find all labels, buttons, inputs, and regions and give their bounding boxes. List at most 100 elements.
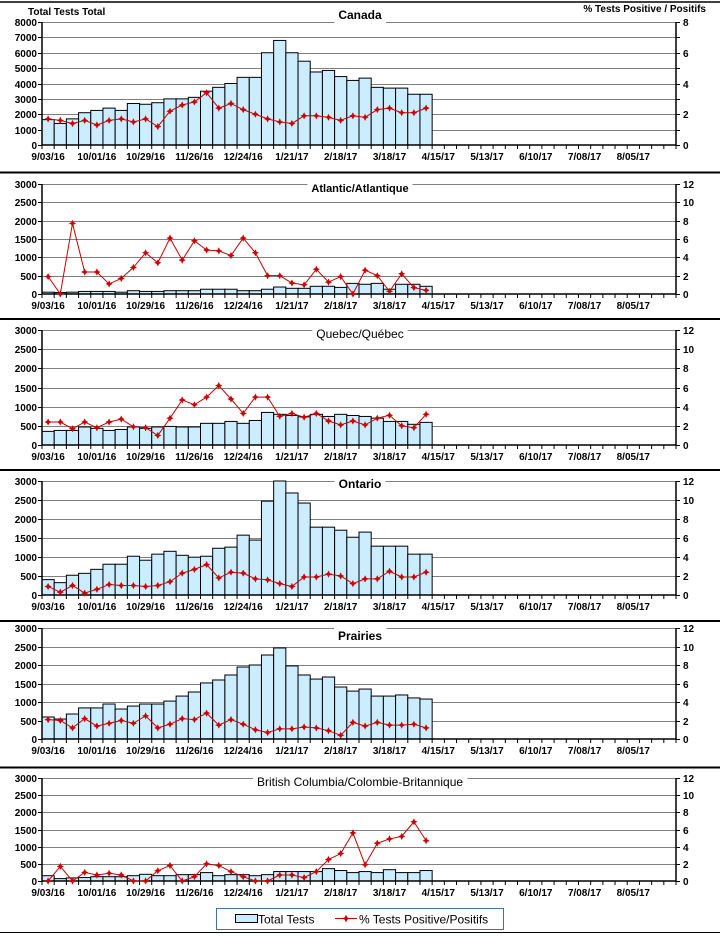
bar	[187, 691, 201, 740]
data-point	[44, 273, 52, 281]
legend-item-total-tests: Total Tests	[235, 913, 314, 927]
data-point	[44, 877, 52, 885]
bar	[139, 703, 153, 740]
bar	[334, 870, 348, 882]
y2-tick-label: 10	[683, 643, 695, 654]
title-background	[334, 7, 386, 23]
line-series-percent-positive	[44, 219, 430, 298]
bar	[212, 86, 226, 146]
gridlines	[42, 184, 676, 277]
x-tick-label: 7/08/17	[568, 602, 602, 613]
bar	[285, 52, 299, 146]
y2-tick-label: 6	[683, 49, 689, 60]
bar	[114, 563, 128, 596]
bar	[175, 426, 189, 446]
data-point	[190, 716, 198, 724]
data-point	[349, 718, 357, 726]
bar	[370, 545, 384, 596]
x-tick-label: 10/29/16	[126, 602, 165, 613]
y-tick-label: 1000	[15, 553, 38, 564]
y-tick-label: 500	[20, 422, 37, 433]
y2-tick-label: 0	[683, 290, 689, 301]
data-point	[276, 412, 284, 420]
data-point	[361, 722, 369, 730]
data-point	[410, 720, 418, 728]
bar	[126, 555, 141, 596]
y2-tick-label: 10	[683, 198, 695, 209]
y-tick-label: 1000	[15, 403, 38, 414]
y2-tick-label: 12	[683, 477, 695, 488]
data-point	[264, 576, 272, 584]
bar	[309, 526, 323, 596]
bar	[334, 286, 348, 295]
data-point	[312, 724, 320, 732]
data-point	[276, 118, 284, 126]
chart-panel-canada: 0 1000 2000 3000 4000 5000 6000 7000 8000 0 2 4 6 8 9/…	[15, 7, 689, 163]
series-line	[47, 223, 427, 296]
data-point	[324, 417, 333, 425]
bar	[358, 531, 372, 596]
y2-tick-label: 0	[683, 591, 689, 602]
y-tick-label: 2000	[15, 364, 38, 375]
y-tick-label: 1500	[15, 826, 38, 837]
bar	[309, 285, 323, 295]
x-tick-label: 10/01/16	[77, 301, 116, 312]
x-tick-label: 10/29/16	[126, 888, 165, 899]
y-tick-label: 2000	[15, 110, 38, 121]
data-point	[422, 286, 430, 294]
y2-tick-label: 2	[683, 272, 689, 283]
data-point	[239, 569, 247, 577]
line-series-percent-positive	[44, 382, 430, 439]
legend-bar-swatch	[235, 914, 258, 923]
data-point	[373, 272, 381, 280]
y2-tick-label: 2	[683, 110, 689, 121]
data-point	[129, 263, 137, 271]
data-point	[56, 418, 64, 426]
data-point	[166, 107, 174, 115]
y-tick-label: 3000	[15, 624, 38, 635]
y-tick-label: 2500	[15, 198, 38, 209]
data-point	[349, 112, 357, 120]
x-tick-label: 12/24/16	[224, 152, 263, 163]
bar	[163, 700, 177, 740]
bar	[370, 872, 384, 882]
data-point	[324, 855, 333, 864]
y2-tick-label: 12	[683, 180, 695, 191]
data-point	[361, 575, 369, 583]
bar	[260, 52, 275, 146]
data-point	[215, 861, 223, 870]
x-tick-label: 3/18/17	[373, 746, 407, 757]
x-tick-label: 8/05/17	[617, 602, 651, 613]
data-point	[300, 723, 308, 731]
y2-tick-label: 0	[683, 735, 689, 746]
data-point	[178, 396, 186, 404]
data-point	[56, 588, 64, 596]
bar	[297, 287, 311, 295]
y-tick-label: 2000	[15, 515, 38, 526]
data-point	[129, 118, 137, 126]
data-point	[105, 418, 113, 426]
bar	[382, 87, 397, 146]
y2-tick-label: 0	[683, 141, 689, 152]
y2-tick-label: 2	[683, 860, 689, 871]
data-point	[68, 581, 77, 590]
bar	[407, 93, 421, 146]
y2-tick-label: 12	[683, 624, 695, 635]
y2-tick-label: 4	[683, 553, 689, 564]
x-tick-label: 9/03/16	[31, 602, 65, 613]
data-point	[227, 868, 235, 876]
data-point	[44, 716, 52, 724]
bar	[382, 869, 397, 882]
data-point	[251, 877, 259, 885]
x-tick-label: 12/24/16	[224, 602, 263, 613]
bar	[200, 90, 214, 146]
x-tick-label: 11/26/16	[175, 746, 214, 757]
data-point	[203, 393, 211, 401]
bar	[163, 550, 177, 596]
data-point	[300, 573, 308, 581]
x-tick-label: 5/13/17	[470, 602, 504, 613]
x-tick-label: 10/29/16	[126, 452, 165, 463]
bar	[200, 422, 214, 446]
y2-tick-label: 0	[683, 441, 689, 452]
left-axis-title: Total Tests Total	[28, 7, 105, 18]
